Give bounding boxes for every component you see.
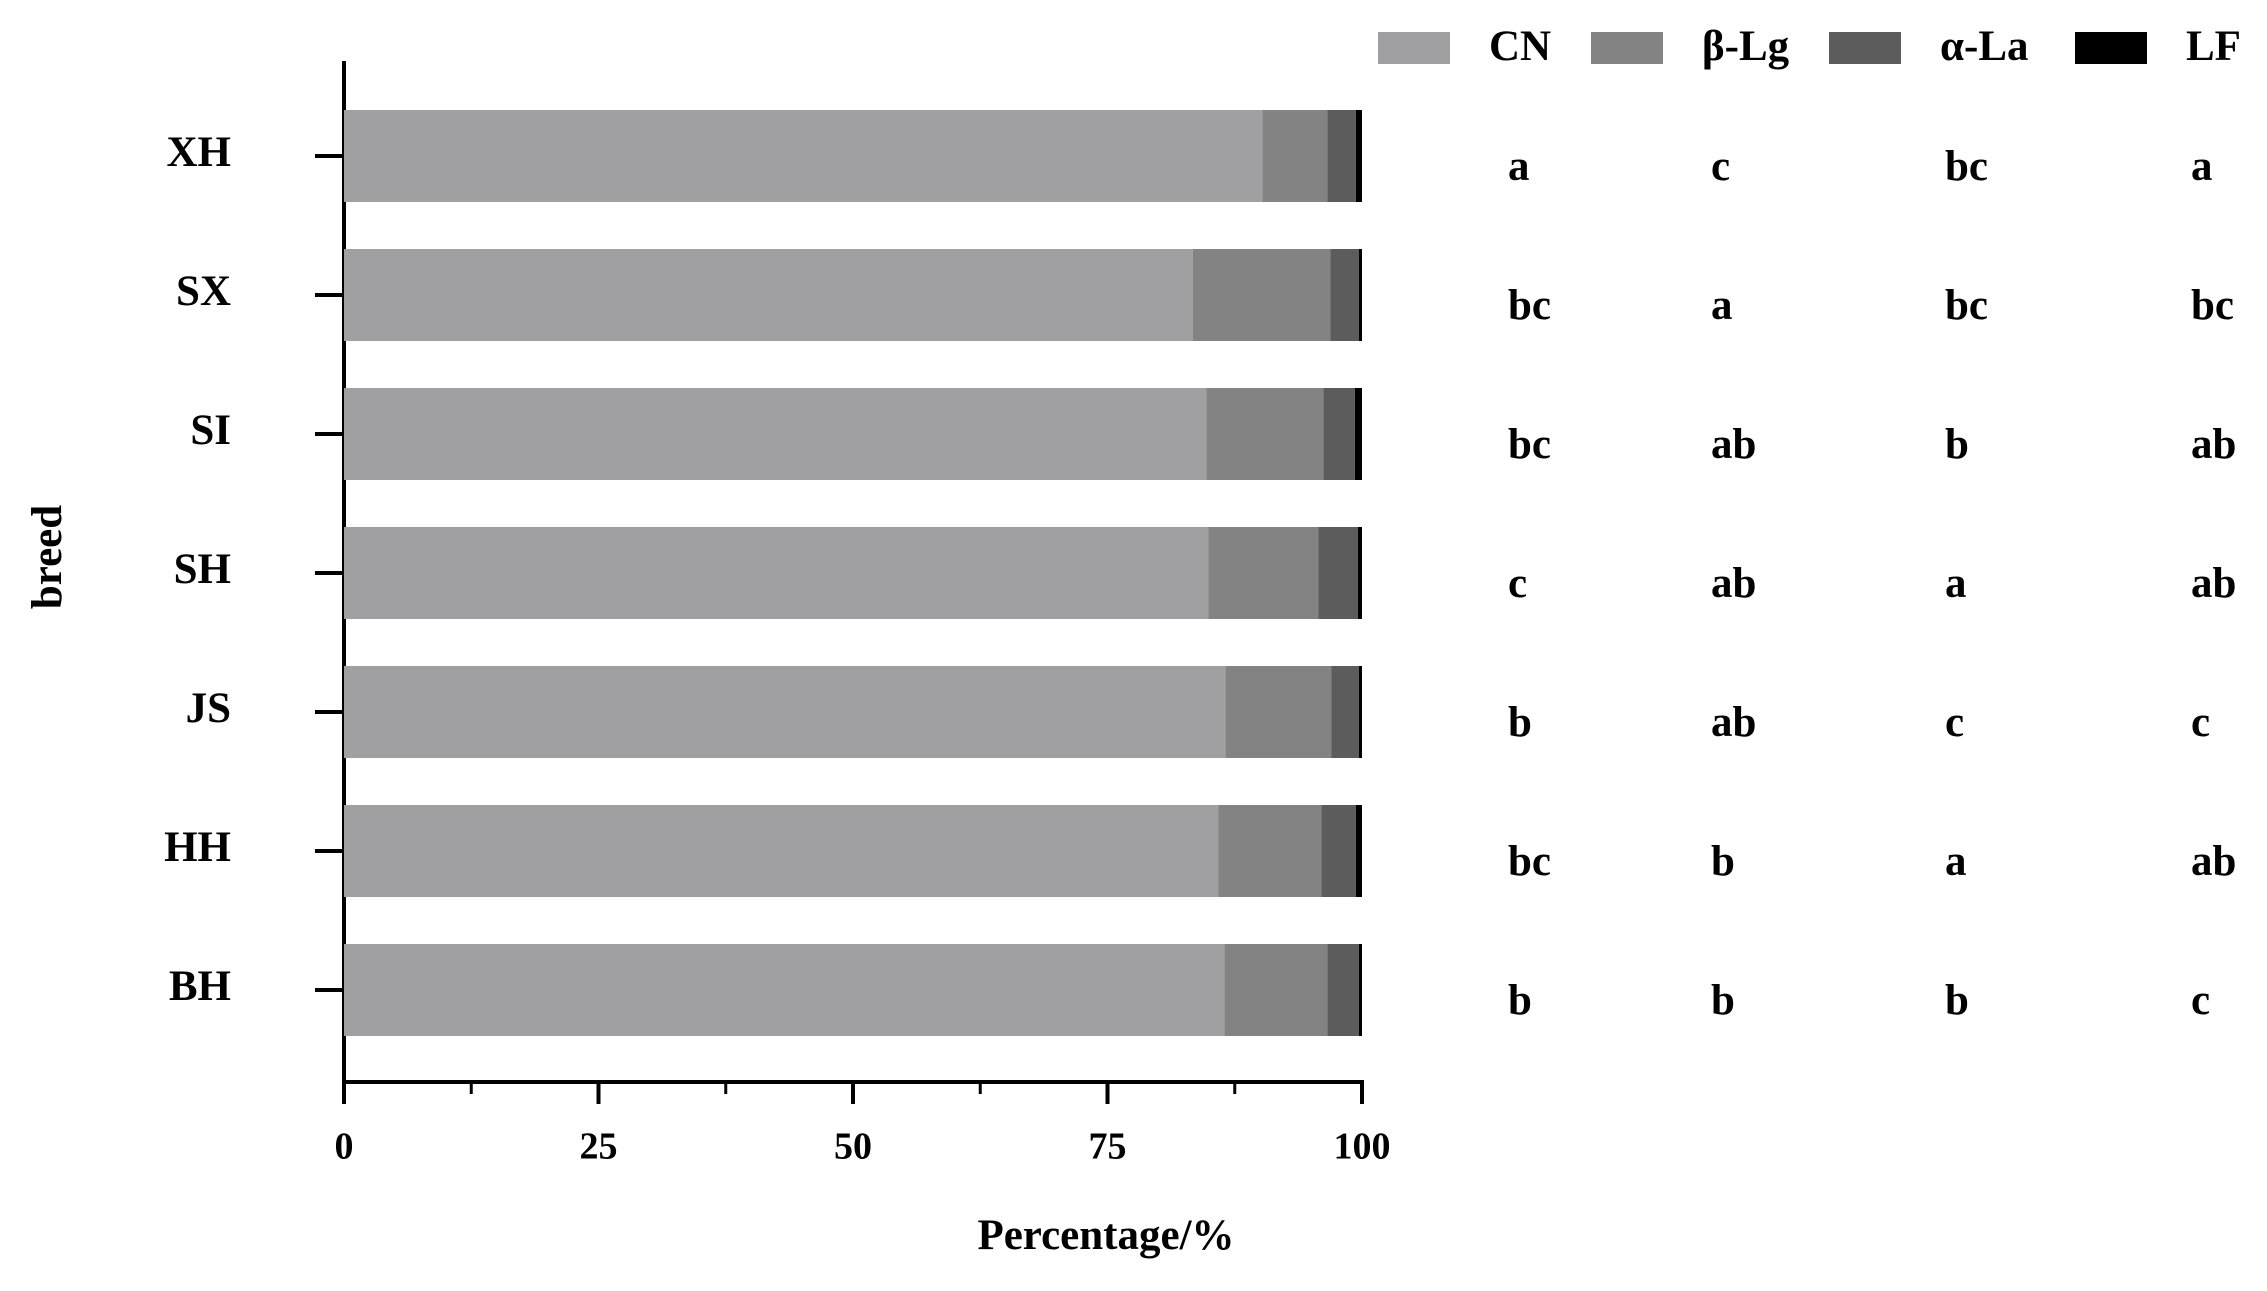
bar-segment xyxy=(344,666,1226,758)
y-tick-label: SH xyxy=(174,546,231,593)
significance-letter: c xyxy=(2191,699,2210,746)
significance-letter: bc xyxy=(1945,282,1988,329)
bar-segment xyxy=(344,249,1194,341)
bar-segment xyxy=(1358,666,1362,758)
significance-letter: b xyxy=(1945,421,1969,468)
significance-letter: bc xyxy=(1945,143,1988,190)
legend-swatch xyxy=(2075,32,2147,64)
bar-segment xyxy=(1327,110,1356,202)
x-axis-label: Percentage/% xyxy=(977,1212,1234,1259)
legend-label: CN xyxy=(1489,23,1551,70)
significance-letter: b xyxy=(1508,699,1532,746)
significance-letter: a xyxy=(2191,143,2213,190)
x-tick-label: 0 xyxy=(335,1126,354,1168)
significance-letter: b xyxy=(1508,977,1532,1024)
legend-label: β-Lg xyxy=(1702,23,1790,70)
significance-letter: bc xyxy=(1508,421,1551,468)
legend-label: LF xyxy=(2186,23,2241,70)
significance-letter: b xyxy=(1711,977,1735,1024)
bar-segment xyxy=(344,944,1225,1036)
x-tick-label: 50 xyxy=(834,1126,872,1168)
x-tick-label: 25 xyxy=(580,1126,618,1168)
y-tick-label: JS xyxy=(186,685,231,732)
bar-segment xyxy=(1357,527,1362,619)
bar-segment xyxy=(1358,249,1362,341)
legend-swatch xyxy=(1829,32,1901,64)
significance-letter: ab xyxy=(1711,560,1756,607)
x-tick-label: 75 xyxy=(1089,1126,1127,1168)
significance-letter: b xyxy=(1711,838,1735,885)
bar-segment xyxy=(1330,249,1359,341)
legend-swatch xyxy=(1378,32,1450,64)
significance-letter: b xyxy=(1945,977,1969,1024)
bar-segment xyxy=(344,527,1209,619)
bar-segment xyxy=(1323,388,1355,480)
bar-segment xyxy=(1206,388,1324,480)
significance-letter: ab xyxy=(2191,560,2236,607)
bar-segment xyxy=(344,805,1219,897)
y-tick-label: SX xyxy=(176,268,231,315)
y-tick-label: BH xyxy=(169,963,231,1010)
y-tick-label: XH xyxy=(167,129,232,176)
bar-segment xyxy=(344,388,1207,480)
bar-segment xyxy=(1193,249,1331,341)
bar-segment xyxy=(1218,805,1322,897)
bar-segment xyxy=(1355,805,1362,897)
x-tick-label: 100 xyxy=(1334,1126,1391,1168)
y-axis-label: breed xyxy=(24,505,71,609)
significance-letter: c xyxy=(1508,560,1527,607)
bar-segment xyxy=(1262,110,1328,202)
bar-segment xyxy=(1331,666,1359,758)
significance-letter: c xyxy=(1945,699,1964,746)
significance-letter: ab xyxy=(2191,421,2236,468)
significance-letter: ab xyxy=(1711,421,1756,468)
significance-letter: a xyxy=(1711,282,1733,329)
legend-swatch xyxy=(1591,32,1663,64)
significance-letter: c xyxy=(2191,977,2210,1024)
bar-segment xyxy=(1327,944,1359,1036)
y-tick-label: HH xyxy=(164,824,231,871)
bar-segment xyxy=(1224,944,1328,1036)
bar-segment xyxy=(1225,666,1332,758)
bar-segment xyxy=(1321,805,1356,897)
significance-letter: c xyxy=(1711,143,1730,190)
legend-label: α-La xyxy=(1940,23,2029,70)
bar-segment xyxy=(1208,527,1319,619)
significance-letter: bc xyxy=(1508,282,1551,329)
significance-letter: a xyxy=(1945,560,1967,607)
significance-letter: a xyxy=(1508,143,1530,190)
significance-letter: bc xyxy=(1508,838,1551,885)
bar-segment xyxy=(344,110,1263,202)
significance-letter: ab xyxy=(1711,699,1756,746)
y-tick-label: SI xyxy=(190,407,231,454)
bar-segment xyxy=(1318,527,1358,619)
bar-segment xyxy=(1358,944,1362,1036)
bar-segment xyxy=(1355,110,1362,202)
significance-letter: ab xyxy=(2191,838,2236,885)
significance-letter: a xyxy=(1945,838,1967,885)
significance-letter: bc xyxy=(2191,282,2234,329)
bar-segment xyxy=(1354,388,1362,480)
